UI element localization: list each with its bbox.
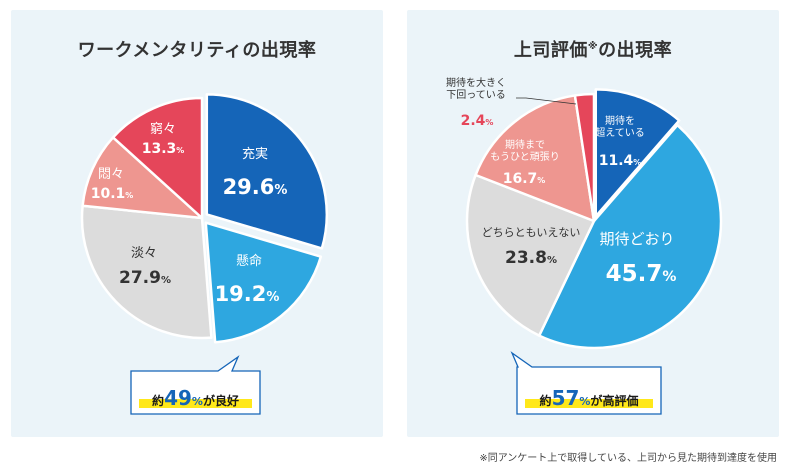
left-slice-3 [81, 136, 204, 220]
left-callout: 約49%が良好 [130, 355, 261, 415]
right-slice-0 [594, 88, 681, 218]
right-callout-highlight [525, 399, 653, 408]
right-slice-3 [474, 94, 596, 223]
right-slice-value-4: 2.4% [461, 113, 494, 129]
right-slice-value-3: 16.7% [503, 171, 546, 187]
right-slice-label-2: どちらともいえない [482, 226, 581, 239]
right-chart-title: 上司評価※の出現率 [513, 40, 673, 61]
left-slice-0 [205, 93, 329, 250]
right-callout-box [510, 351, 662, 415]
left-slice-value-2: 27.9% [119, 268, 171, 288]
right-slice-label-1: 期待どおり [599, 230, 674, 248]
right-slice-label-0: 期待を超えている [595, 114, 645, 139]
left-callout-text: 約49%が良好 [152, 386, 239, 410]
left-slice-value-0: 29.6% [223, 175, 288, 199]
left-slice-value-4: 13.3% [142, 141, 185, 157]
right-slice-value-0: 11.4% [599, 153, 642, 169]
left-chart-title: ワークメンタリティの出現率 [77, 40, 317, 61]
left-callout-highlight [139, 399, 252, 408]
right-slice-label-3: 期待までもうひと頑張り [490, 138, 559, 163]
left-slice-label-0: 充実 [242, 146, 268, 162]
left-slice-value-3: 10.1% [91, 186, 134, 202]
left-slice-label-4: 窮々 [150, 122, 176, 137]
left-pie: 充実 29.6% 懸命 19.2% 淡々 27.9% 悶々 10.1% 窮々 13.3% [80, 93, 329, 344]
right-slice-1 [537, 123, 723, 350]
right-slice-value-2: 23.8% [505, 248, 557, 268]
right-slice-value-1: 45.7% [606, 261, 677, 287]
right-slice-label-4: 期待を大きく下回っている [446, 76, 506, 101]
right-callout: 約57%が高評価 [510, 351, 662, 415]
right-slice-2 [465, 173, 596, 337]
left-slice-label-1: 懸命 [236, 253, 262, 269]
right-pie: 期待を超えている 11.4% 期待どおり 45.7% どちらともいえない 23.8% 期待ま… [446, 76, 723, 350]
left-slice-value-1: 19.2% [215, 282, 280, 306]
right-callout-text: 約57%が高評価 [540, 386, 639, 410]
right-leader-line [516, 97, 577, 105]
left-slice-label-3: 悶々 [98, 167, 124, 182]
right-slice-4 [573, 92, 596, 223]
left-slice-label-2: 淡々 [131, 246, 157, 261]
left-slice-2 [80, 204, 213, 340]
left-slice-4 [111, 96, 204, 220]
footnote: ※同アンケート上で取得している、上司から見た期待到達度を使用 [479, 453, 777, 464]
left-slice-1 [204, 221, 323, 344]
